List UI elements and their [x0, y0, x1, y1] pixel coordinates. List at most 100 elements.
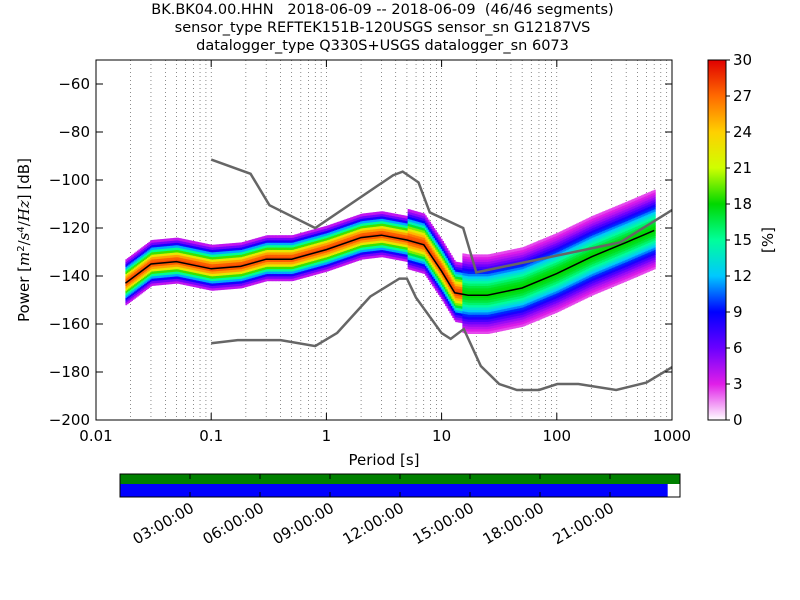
psd-cell: [131, 271, 134, 275]
psd-cell: [211, 263, 214, 267]
psd-cell: [168, 269, 171, 273]
psd-cell: [148, 273, 151, 276]
psd-cell: [145, 253, 148, 257]
psd-cell: [183, 250, 185, 254]
psd-cell: [174, 247, 177, 251]
psd-cell: [207, 248, 210, 252]
psd-cell: [175, 261, 178, 265]
psd-cell: [144, 288, 146, 292]
psd-cell: [204, 286, 207, 290]
psd-cell: [157, 270, 159, 274]
psd-cell: [183, 253, 185, 257]
psd-cell: [138, 273, 141, 277]
psd-cell: [194, 258, 197, 261]
psd-cell: [194, 250, 197, 254]
psd-cell: [178, 262, 181, 265]
psd-cell: [151, 259, 154, 262]
psd-cell: [170, 250, 172, 254]
psd-cell: [154, 256, 157, 260]
psd-cell: [216, 277, 218, 281]
psd-cell: [174, 276, 177, 280]
psd-cell: [178, 264, 181, 268]
psd-cell: [168, 255, 171, 258]
psd-cell: [129, 282, 132, 286]
psd-cell: [174, 237, 177, 241]
psd-cell: [151, 247, 154, 250]
psd-cell: [158, 272, 161, 276]
psd-cell: [198, 280, 201, 284]
psd-cell: [213, 251, 216, 255]
psd-cell: [193, 265, 195, 268]
psd-cell: [162, 255, 165, 259]
psd-cell: [181, 238, 184, 242]
psd-cell: [138, 290, 141, 294]
psd-cell: [194, 274, 197, 278]
psd-cell: [159, 279, 162, 283]
psd-cell: [193, 248, 195, 252]
psd-cell: [187, 251, 190, 255]
psd-cell: [171, 240, 174, 244]
psd-cell: [190, 245, 193, 249]
psd-cell: [177, 254, 180, 258]
psd-cell: [148, 275, 151, 279]
psd-cell: [128, 257, 131, 260]
psd-cell: [206, 265, 208, 269]
psd-cell: [201, 254, 204, 258]
psd-cell: [168, 276, 171, 280]
psd-cell: [178, 245, 181, 249]
psd-cell: [155, 258, 158, 262]
psd-cell: [168, 264, 171, 268]
psd-cell: [213, 278, 216, 282]
psd-cell: [195, 277, 198, 281]
psd-cell: [170, 255, 172, 258]
psd-cell: [175, 254, 178, 258]
psd-cell: [145, 246, 148, 250]
psd-cell: [138, 278, 141, 282]
psd-cell: [193, 241, 195, 244]
psd-cell: [188, 252, 191, 255]
psd-cell: [201, 286, 204, 289]
psd-cell: [183, 260, 185, 264]
psd-cell: [207, 253, 210, 257]
psd-cell: [157, 244, 159, 248]
psd-cell: [159, 253, 162, 257]
psd-cell: [203, 245, 206, 249]
psd-cell: [174, 281, 177, 284]
psd-cell: [144, 259, 146, 263]
psd-cell: [175, 259, 178, 263]
psd-cell: [125, 295, 128, 298]
psd-cell: [187, 268, 190, 272]
psd-cell: [183, 258, 185, 261]
psd-cell: [204, 260, 207, 264]
psd-cell: [204, 265, 207, 268]
psd-cell: [158, 260, 161, 264]
psd-cell: [194, 282, 197, 285]
psd-cell: [159, 258, 162, 262]
psd-cell: [159, 260, 162, 264]
psd-cell: [184, 251, 187, 255]
psd-cell: [139, 253, 142, 256]
psd-cell: [175, 278, 178, 282]
psd-cell: [126, 274, 129, 278]
psd-cell: [174, 266, 177, 270]
psd-cell: [126, 291, 129, 295]
psd-cell: [211, 280, 214, 284]
psd-cell: [197, 246, 200, 250]
psd-cell: [131, 264, 134, 268]
psd-cell: [171, 266, 174, 270]
psd-cell: [145, 268, 148, 271]
psd-cell: [161, 248, 164, 252]
psd-cell: [158, 244, 161, 247]
psd-cell: [201, 264, 204, 268]
psd-cell: [126, 272, 129, 276]
psd-cell: [172, 237, 175, 241]
psd-cell: [129, 294, 132, 298]
psd-cell: [136, 286, 139, 290]
psd-cell: [138, 254, 141, 258]
psd-cell: [128, 266, 131, 270]
psd-cell: [191, 255, 194, 258]
psd-cell: [148, 246, 151, 250]
psd-cell: [126, 301, 129, 305]
psd-cell: [162, 250, 165, 254]
psd-cell: [164, 274, 167, 278]
